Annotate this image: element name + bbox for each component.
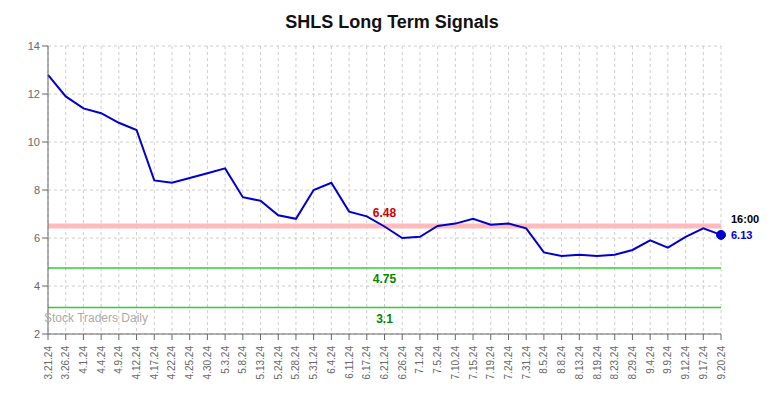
svg-text:8.5.24: 8.5.24 — [538, 346, 549, 374]
svg-text:6.11.24: 6.11.24 — [344, 346, 355, 379]
svg-text:4: 4 — [34, 280, 40, 292]
svg-text:12: 12 — [28, 88, 40, 100]
svg-text:4.12.24: 4.12.24 — [131, 346, 142, 380]
svg-text:6.17.24: 6.17.24 — [361, 346, 372, 380]
svg-text:5.31.24: 5.31.24 — [308, 346, 319, 380]
svg-text:4.30.24: 4.30.24 — [202, 346, 213, 380]
svg-text:6: 6 — [34, 232, 40, 244]
svg-text:9.9.24: 9.9.24 — [662, 346, 673, 374]
svg-text:5.28.24: 5.28.24 — [290, 346, 301, 380]
svg-text:4.22.24: 4.22.24 — [166, 346, 177, 380]
html-text:SHLS Long Term Signals: SHLS Long Term Signals — [285, 12, 499, 32]
svg-text:3.26.24: 3.26.24 — [60, 346, 71, 380]
svg-text:5.24.24: 5.24.24 — [273, 346, 284, 380]
svg-text:7.10.24: 7.10.24 — [450, 346, 461, 380]
svg-text:3.21.24: 3.21.24 — [43, 346, 54, 380]
svg-text:9.12.24: 9.12.24 — [680, 346, 691, 380]
svg-text:4.75: 4.75 — [373, 272, 397, 286]
svg-text:6.26.24: 6.26.24 — [397, 346, 408, 380]
svg-text:4.9.24: 4.9.24 — [113, 346, 124, 374]
svg-text:Stock Traders Daily: Stock Traders Daily — [44, 311, 148, 325]
svg-text:4.4.24: 4.4.24 — [96, 346, 107, 374]
svg-text:6.13: 6.13 — [731, 229, 752, 241]
svg-text:8.13.24: 8.13.24 — [574, 346, 585, 380]
svg-text:4.17.24: 4.17.24 — [149, 346, 160, 380]
svg-text:10: 10 — [28, 136, 40, 148]
svg-text:6.4.24: 6.4.24 — [326, 346, 337, 374]
svg-text:9.20.24: 9.20.24 — [716, 346, 727, 380]
svg-text:4.1.24: 4.1.24 — [78, 346, 89, 374]
svg-text:7.31.24: 7.31.24 — [521, 346, 532, 380]
svg-text:7.1.24: 7.1.24 — [414, 346, 425, 374]
svg-text:9.17.24: 9.17.24 — [698, 346, 709, 380]
svg-text:8.8.24: 8.8.24 — [556, 346, 567, 374]
svg-text:5.8.24: 5.8.24 — [237, 346, 248, 374]
svg-text:7.15.24: 7.15.24 — [468, 346, 479, 380]
svg-text:7.24.24: 7.24.24 — [503, 346, 514, 380]
svg-text:7.5.24: 7.5.24 — [432, 346, 443, 374]
svg-text:5.13.24: 5.13.24 — [255, 346, 266, 380]
svg-text:14: 14 — [28, 40, 40, 52]
svg-text:8.19.24: 8.19.24 — [592, 346, 603, 380]
svg-text:8.23.24: 8.23.24 — [609, 346, 620, 380]
svg-text:8.29.24: 8.29.24 — [627, 346, 638, 380]
svg-text:3.1: 3.1 — [376, 312, 393, 326]
svg-text:2: 2 — [34, 328, 40, 340]
svg-text:5.3.24: 5.3.24 — [220, 346, 231, 374]
svg-text:6.48: 6.48 — [373, 206, 397, 220]
svg-text:4.25.24: 4.25.24 — [184, 346, 195, 380]
svg-text:16:00: 16:00 — [731, 213, 759, 225]
svg-text:6.21.24: 6.21.24 — [379, 346, 390, 380]
svg-text:9.4.24: 9.4.24 — [645, 346, 656, 374]
svg-text:7.19.24: 7.19.24 — [485, 346, 496, 380]
svg-text:8: 8 — [34, 184, 40, 196]
